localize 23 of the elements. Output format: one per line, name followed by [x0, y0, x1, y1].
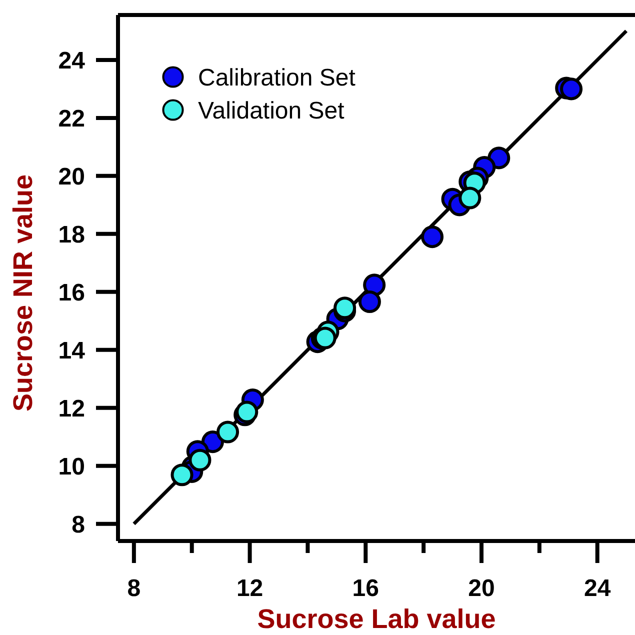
point	[560, 78, 583, 100]
x-tick-label: 24	[584, 575, 612, 602]
point	[458, 186, 482, 210]
y-axis-title: Sucrose NIR value	[8, 174, 38, 412]
legend-label: Validation Set	[198, 97, 345, 124]
y-tick-label: 8	[72, 511, 85, 538]
y-tick-label: 14	[58, 337, 86, 364]
y-tick-label: 18	[58, 221, 85, 248]
y-tick-label: 12	[58, 395, 85, 422]
point	[358, 290, 381, 314]
x-tick-label: 12	[236, 575, 264, 602]
legend-label: Calibration Set	[198, 64, 356, 92]
y-tick-label: 22	[58, 105, 85, 132]
point	[420, 226, 444, 248]
x-tick-label: 20	[468, 575, 495, 602]
point	[216, 420, 240, 444]
y-tick-label: 10	[58, 453, 85, 480]
x-tick-label: 16	[352, 575, 379, 602]
y-tick-label: 16	[58, 279, 85, 306]
x-axis-title: Sucrose Lab value	[257, 604, 496, 634]
y-tick-label: 24	[58, 47, 86, 74]
y-tick-label: 20	[58, 163, 85, 190]
x-tick-label: 8	[127, 575, 141, 602]
